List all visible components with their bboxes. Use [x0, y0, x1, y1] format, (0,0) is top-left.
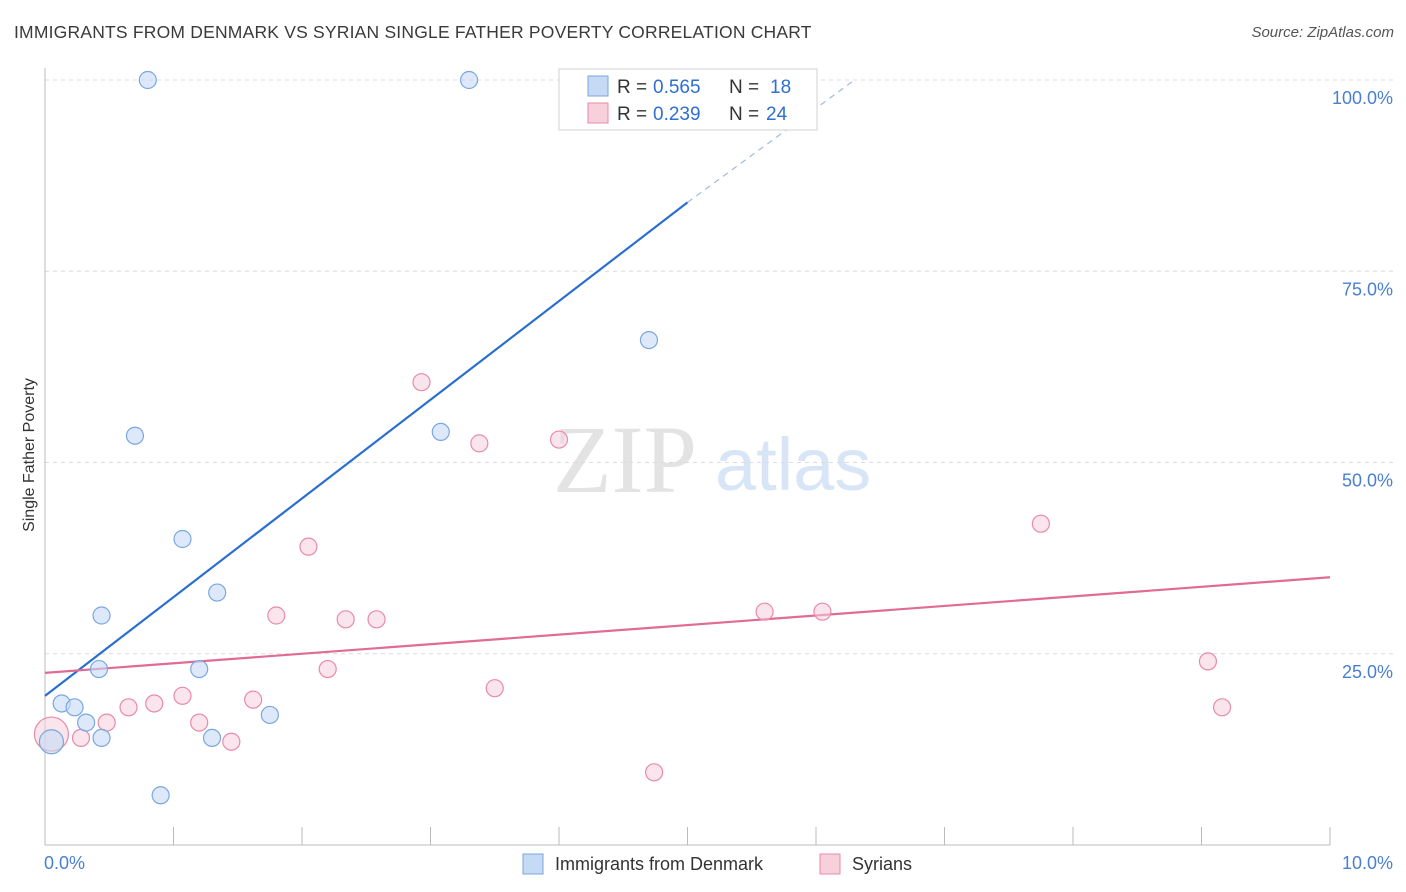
point-denmark [173, 529, 192, 549]
legend-swatch-syrians [587, 102, 609, 124]
y-tick-label: 100.0% [1332, 88, 1393, 108]
point-denmark [77, 713, 96, 732]
point-syrians [485, 679, 504, 698]
point-syrians [1198, 652, 1218, 671]
point-denmark [92, 606, 111, 625]
point-syrians [755, 602, 774, 621]
point-syrians [644, 763, 664, 782]
point-syrians [173, 686, 192, 705]
legend-r-value-1: 0.565 [653, 77, 701, 98]
point-syrians [244, 690, 263, 709]
trend-lines [44, 79, 1331, 697]
point-denmark [38, 729, 65, 755]
point-syrians [336, 610, 355, 629]
point-syrians [267, 606, 286, 625]
y-tick-label: 50.0% [1342, 471, 1393, 491]
point-denmark [208, 583, 227, 602]
point-denmark [260, 705, 279, 725]
point-denmark [65, 698, 84, 717]
point-syrians [190, 713, 209, 732]
point-syrians [119, 698, 138, 717]
legend-n-label-2: N = [729, 104, 759, 125]
point-syrians [549, 430, 569, 449]
trend-line-denmark-extension [687, 79, 855, 203]
data-points [33, 70, 1232, 805]
trend-line-denmark [44, 201, 689, 697]
legend-n-value-2: 24 [766, 104, 788, 125]
point-denmark [202, 728, 222, 748]
y-tick-label: 25.0% [1342, 662, 1393, 682]
point-denmark [92, 728, 111, 748]
point-syrians [1212, 698, 1232, 717]
point-denmark [151, 786, 170, 805]
point-denmark [431, 422, 450, 441]
x-tick-label-max: 10.0% [1342, 853, 1393, 873]
legend-r-value-2: 0.239 [653, 104, 701, 125]
bottom-legend-label-syrians: Syrians [852, 854, 912, 874]
point-syrians [813, 602, 832, 621]
point-syrians [367, 610, 386, 629]
bottom-legend-swatch-denmark [522, 853, 544, 875]
grid-lines [45, 79, 1393, 655]
point-syrians [97, 713, 116, 732]
point-syrians [470, 434, 489, 453]
point-syrians [412, 373, 431, 392]
legend-r-label-2: R = [617, 104, 647, 125]
point-denmark [125, 426, 145, 445]
legend-r-label-1: R = [617, 77, 647, 98]
point-denmark [639, 331, 659, 350]
point-syrians [145, 694, 164, 713]
point-syrians [1031, 514, 1050, 533]
point-denmark [190, 659, 209, 679]
point-denmark [89, 659, 109, 679]
y-axis-label: Single Father Poverty [21, 378, 38, 532]
bottom-legend-swatch-syrians [819, 853, 841, 875]
point-denmark [459, 70, 479, 90]
watermark-zip: ZIP [553, 406, 697, 513]
watermark-atlas: atlas [715, 423, 871, 506]
stats-legend: R = 0.565 N = 18 R = 0.239 N = 24 [558, 68, 818, 131]
y-tick-labels: 25.0% 50.0% 75.0% 100.0% [1332, 88, 1393, 682]
trend-line-syrians [44, 576, 1331, 674]
bottom-legend-label-denmark: Immigrants from Denmark [555, 854, 764, 874]
point-syrians [299, 537, 318, 556]
point-denmark [138, 70, 157, 90]
series-legend: Immigrants from Denmark Syrians [522, 853, 912, 875]
source-label: Source: ZipAtlas.com [1251, 24, 1394, 41]
legend-n-value-1: 18 [770, 77, 791, 98]
y-tick-label: 75.0% [1342, 279, 1393, 299]
point-syrians [71, 728, 91, 748]
legend-n-label-1: N = [729, 77, 759, 98]
x-tick-label-min: 0.0% [44, 853, 85, 873]
x-tick-marks [44, 827, 1331, 845]
chart-title: IMMIGRANTS FROM DENMARK VS SYRIAN SINGLE… [14, 22, 812, 42]
point-syrians [318, 659, 337, 679]
point-syrians [222, 732, 241, 751]
legend-swatch-denmark [587, 75, 609, 97]
